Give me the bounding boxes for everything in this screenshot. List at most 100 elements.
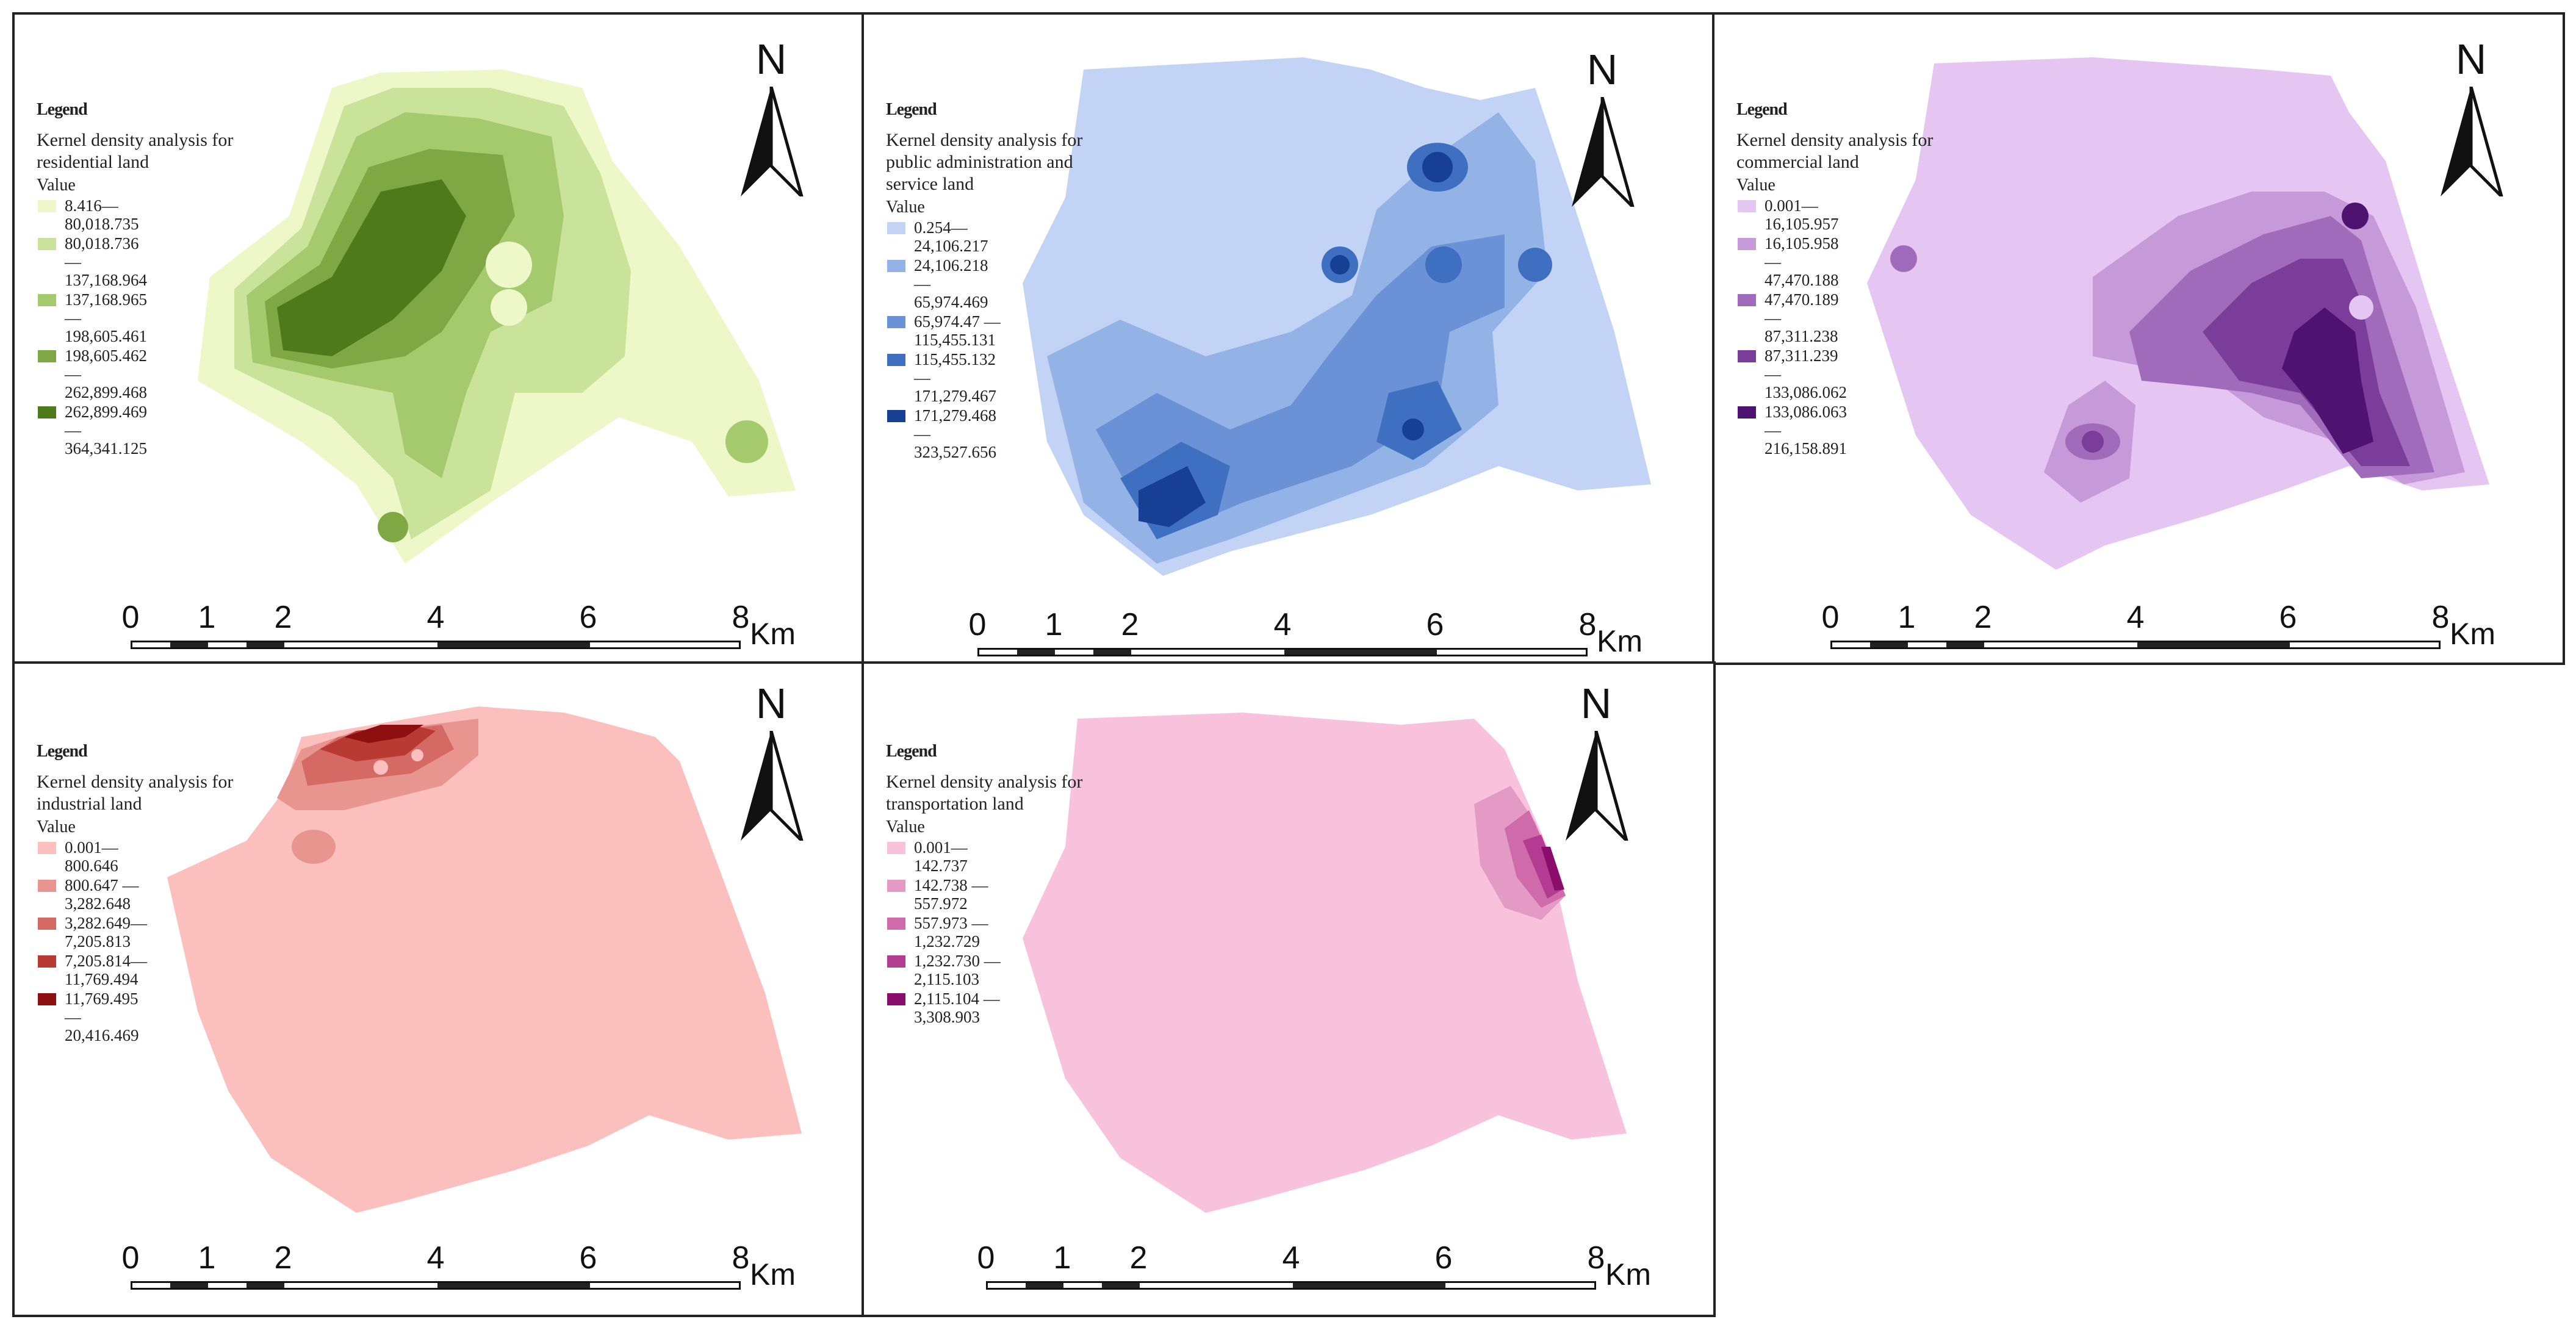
north-arrow-icon [741, 731, 804, 841]
scale-tick: 2 [1121, 607, 1139, 642]
north-arrow-icon [1566, 731, 1628, 841]
scale-tick: 0 [968, 607, 987, 642]
legend-class-range: 171,279.467 [914, 387, 996, 405]
legend-class-range: — [65, 309, 81, 327]
legend-swatch [38, 993, 56, 1005]
legend-swatch [887, 955, 905, 968]
scale-bar: 0 1 2 4 6 8 Km [977, 1240, 1651, 1307]
scale-bar-graphic [977, 648, 1588, 656]
scale-bar-graphic [131, 641, 741, 649]
legend-swatch [38, 294, 56, 306]
legend-class-range: 11,769.495 [65, 990, 139, 1008]
legend-class: 0.001— 16,105.957 [1736, 196, 1956, 233]
density-map-residential [198, 70, 796, 564]
legend-class-range: 8.416— [65, 196, 118, 215]
legend-class-range: 137,168.965 [65, 290, 147, 309]
scale-unit: Km [2450, 617, 2495, 651]
legend-class-range: 800.646 [65, 857, 118, 875]
legend-value-label: Value [886, 817, 925, 836]
map-legend: Legend Kernel density analysis for comme… [1736, 100, 1956, 458]
legend-class-range: 198,605.462 [65, 347, 147, 365]
legend-class: 262,899.469—364,341.125 [37, 403, 256, 458]
legend-class: 65,974.47 —115,455.131 [886, 312, 1106, 349]
legend-class: 80,018.736—137,168.964 [37, 234, 256, 289]
scale-tick: 2 [274, 600, 292, 635]
legend-header: Legend [886, 100, 937, 119]
legend-class-range: 11,769.494 [65, 970, 139, 988]
scale-tick: 8 [1587, 1240, 1605, 1276]
legend-class-range: — [1765, 421, 1781, 439]
legend-class-range: 20,416.469 [65, 1026, 139, 1044]
legend-class-range: 171,279.468 [914, 406, 996, 425]
legend-class: 115,455.132—171,279.467 [886, 350, 1106, 405]
legend-swatch [887, 354, 905, 366]
legend-value-label: Value [37, 176, 76, 195]
legend-class-range: — [65, 421, 81, 439]
scale-tick: 2 [1974, 600, 1992, 635]
north-arrow: N [1560, 682, 1633, 847]
map-legend: Legend Kernel density analysis for publi… [886, 100, 1106, 461]
legend-class: 2,115.104 —3,308.903 [886, 990, 1106, 1026]
scale-tick: 4 [2126, 600, 2145, 635]
legend-class-range: 115,455.131 [914, 331, 996, 349]
legend-class-range: 0.001— [1765, 196, 1818, 215]
legend-swatch [38, 918, 56, 930]
legend-class-range: 2,115.104 — [914, 990, 1000, 1008]
legend-class-range: — [65, 1008, 81, 1026]
legend-class: 3,282.649— 7,205.813 [37, 914, 256, 950]
legend-swatch [1738, 350, 1756, 362]
legend-header: Legend [37, 742, 88, 761]
map-panel-public-administration: Legend Kernel density analysis for publi… [862, 12, 1716, 665]
scale-tick: 1 [198, 600, 216, 635]
legend-class-range: — [65, 253, 81, 271]
north-arrow-icon [1572, 97, 1635, 207]
scale-tick: 6 [1426, 607, 1444, 642]
scale-unit: Km [750, 617, 796, 651]
legend-title: Kernel density analysis for commercial l… [1736, 130, 1934, 172]
legend-swatch [1738, 238, 1756, 250]
legend-swatch [38, 406, 56, 419]
scale-tick: 8 [2431, 600, 2450, 635]
scale-tick: 2 [274, 1240, 292, 1276]
legend-class-range: 24,106.217 [914, 237, 988, 255]
legend-class-range: 24,106.218 [914, 256, 988, 275]
legend-class-range: 16,105.957 [1765, 215, 1839, 233]
legend-header: Legend [37, 100, 88, 119]
legend-class: 1,232.730 —2,115.103 [886, 952, 1106, 988]
scale-tick: 4 [1273, 607, 1292, 642]
map-panel-residential: Legend Kernel density analysis for resid… [12, 12, 865, 665]
legend-class-range: 87,311.238 [1765, 327, 1838, 345]
scale-bar-graphic [131, 1281, 741, 1290]
legend-class-range: 800.647 — [65, 876, 139, 894]
legend-class-range: 3,282.649— [65, 914, 147, 932]
legend-class: 8.416— 80,018.735 [37, 196, 256, 233]
legend-class: 47,470.189—87,311.238 [1736, 290, 1956, 345]
density-map-transportation [1023, 713, 1627, 1213]
legend-header: Legend [1736, 100, 1788, 119]
legend-swatch [887, 918, 905, 930]
legend-swatch [1738, 406, 1756, 419]
legend-class-range: 216,158.891 [1765, 439, 1847, 458]
legend-title: Kernel density analysis for public admin… [886, 130, 1083, 194]
legend-class-range: 557.972 [914, 894, 968, 913]
map-panel-industrial: Legend Kernel density analysis for indus… [12, 661, 865, 1317]
legend-class-range: — [1765, 309, 1781, 327]
legend-class: 7,205.814— 11,769.494 [37, 952, 256, 988]
north-arrow: N [2434, 38, 2508, 203]
scale-bar-graphic [986, 1281, 1596, 1290]
legend-class-range: 7,205.813 [65, 932, 131, 950]
legend-class-range: — [914, 275, 930, 293]
density-map-commercial [1867, 57, 2489, 570]
legend-class: 11,769.495—20,416.469 [37, 990, 256, 1044]
legend-swatch [887, 993, 905, 1005]
scale-bar: 0 1 2 4 6 8 Km [969, 606, 1642, 663]
scale-tick: 6 [579, 600, 597, 635]
scale-tick: 0 [121, 600, 140, 635]
scale-tick: 1 [198, 1240, 216, 1276]
legend-swatch [38, 955, 56, 968]
scale-tick: 0 [1821, 600, 1840, 635]
legend-class-range: 47,470.189 [1765, 290, 1839, 309]
north-arrow: N [735, 38, 808, 203]
legend-class-range: 262,899.468 [65, 383, 147, 401]
north-arrow: N [1566, 48, 1639, 213]
